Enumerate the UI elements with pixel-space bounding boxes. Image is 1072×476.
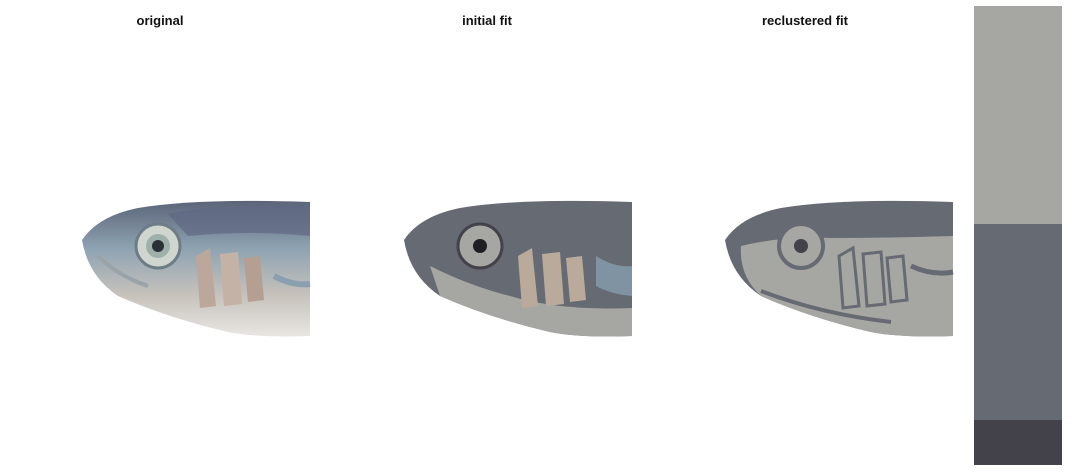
panel-title-original: original <box>136 13 184 28</box>
panel-title-initial-fit: initial fit <box>462 13 512 28</box>
palette-swatch-dark <box>974 420 1062 465</box>
color-palette <box>974 6 1062 465</box>
palette-swatch-light <box>974 6 1062 225</box>
fish-image-reclustered-fit <box>725 200 954 337</box>
panel-original: original <box>0 0 330 476</box>
fish-image-original <box>82 200 311 337</box>
palette-swatch-mid <box>974 224 1062 421</box>
panel-title-reclustered-fit: reclustered fit <box>762 13 848 28</box>
fish-image-initial-fit <box>404 200 632 337</box>
panel-initial-fit: initial fit <box>322 0 652 476</box>
panel-reclustered-fit: reclustered fit <box>643 0 973 476</box>
